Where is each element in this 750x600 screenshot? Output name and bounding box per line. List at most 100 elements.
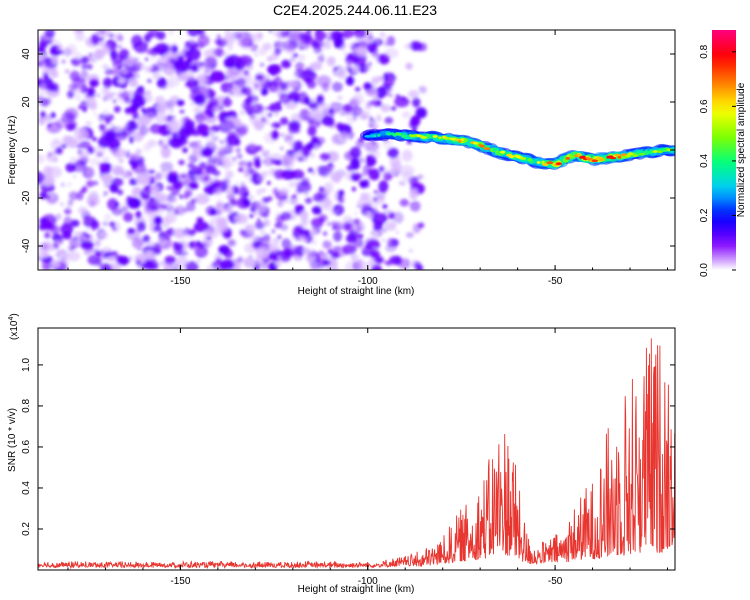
noise-cell [261,170,269,177]
noise-cell [86,87,96,98]
noise-cell [343,103,353,113]
noise-cell [310,230,317,236]
noise-cell [73,174,77,178]
noise-cell [276,241,280,245]
noise-cell [94,145,106,156]
noise-cell [229,91,235,95]
noise-cell [46,151,56,163]
noise-cell [148,169,155,174]
noise-cell [152,258,158,264]
noise-cell [135,148,142,155]
noise-cell [99,124,107,133]
noise-cell [340,132,349,140]
noise-cell [268,102,282,113]
noise-cell [345,60,353,68]
snr-x-tick-label: -100 [358,576,378,587]
noise-cell [401,111,411,119]
noise-cell [367,62,372,67]
noise-cell [212,135,219,142]
noise-cell [112,98,118,104]
noise-cell [227,130,237,140]
signal-cell [401,134,407,138]
noise-cell [267,64,282,75]
noise-cell [360,192,369,201]
signal-cell [638,152,646,156]
signal-cell [625,154,632,158]
noise-cell [228,62,235,69]
noise-cell [260,87,269,96]
spectrogram-y-tick-label: 20 [21,96,32,108]
noise-cell [245,77,255,85]
noise-cell [207,97,219,109]
noise-cell [122,95,131,102]
noise-cell [204,176,210,182]
noise-cell [250,234,259,242]
noise-cell [237,55,253,67]
spectrogram-y-tick-label: 0 [21,147,32,153]
noise-cell [238,167,244,172]
noise-cell [337,189,345,197]
noise-cell [75,32,85,42]
noise-cell [288,195,298,205]
noise-cell [280,146,284,150]
noise-cell [381,238,386,242]
noise-cell [384,35,396,47]
noise-cell [281,238,292,250]
noise-cell [173,228,186,239]
noise-cell [310,217,324,228]
noise-cell [184,119,195,130]
noise-cell [300,69,317,82]
snr-multiplier-close: ) [9,313,20,316]
noise-cell [385,244,397,253]
noise-cell [182,147,188,153]
noise-cell [318,153,328,160]
noise-cell [142,234,151,243]
noise-cell [186,69,195,80]
noise-cell [163,100,175,110]
noise-cell [355,47,368,57]
noise-cell [396,230,399,234]
noise-cell [408,249,413,253]
noise-cell [198,62,205,67]
noise-cell [287,148,298,159]
noise-cell [132,112,140,120]
noise-cell [174,262,179,268]
noise-cell [407,90,420,99]
noise-cell [297,156,304,162]
noise-cell [328,162,334,167]
noise-cell [122,262,127,266]
snr-plot-area [38,328,675,570]
noise-cell [253,155,261,163]
signal-cell [500,150,506,154]
noise-cell [196,217,204,223]
noise-cell [317,102,329,111]
noise-cell [274,261,281,267]
noise-cell [318,42,323,47]
noise-cell [399,198,410,207]
noise-cell [71,58,81,67]
noise-cell [44,220,51,227]
spectrogram-signal-track [359,128,675,171]
noise-cell [56,147,62,152]
noise-cell [216,35,221,38]
noise-cell [47,97,52,102]
noise-cell [189,38,195,44]
noise-cell [132,237,144,249]
noise-cell [98,262,102,267]
noise-cell [59,202,64,207]
noise-cell [354,221,365,233]
noise-cell [166,185,173,191]
noise-cell [66,251,81,262]
noise-cell [353,30,367,39]
noise-cell [364,85,377,95]
noise-cell [85,121,92,126]
noise-cell [154,174,163,180]
noise-cell [353,211,358,216]
noise-cell [171,196,178,204]
noise-cell [55,213,62,221]
noise-cell [78,150,89,162]
noise-cell [236,256,244,263]
noise-cell [155,113,166,124]
noise-cell [370,228,383,239]
noise-cell [244,97,253,105]
